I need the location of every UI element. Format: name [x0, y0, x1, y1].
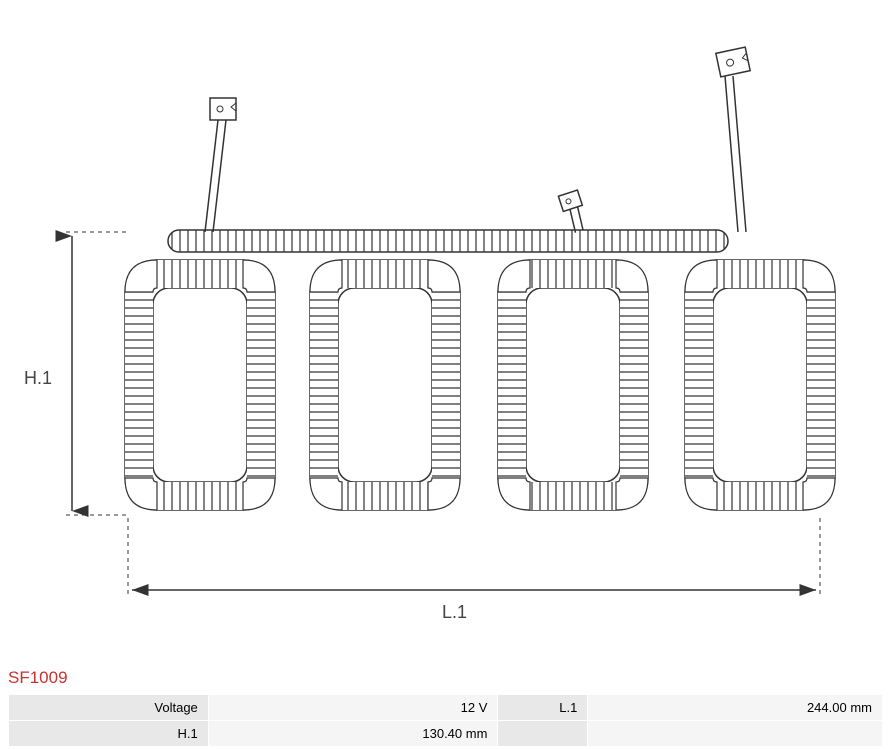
spec-label [498, 721, 588, 747]
coil-1 [125, 260, 275, 510]
coil-2 [310, 260, 460, 510]
h1-label: H.1 [24, 368, 52, 388]
spec-value: 12 V [208, 695, 498, 721]
terminal-1 [205, 98, 236, 232]
table-row: H.1 130.40 mm [9, 721, 883, 747]
spec-label: H.1 [9, 721, 209, 747]
spec-label: L.1 [498, 695, 588, 721]
coil-4 [685, 260, 835, 510]
terminal-2 [558, 190, 589, 234]
technical-diagram: H.1 L.1 [0, 0, 889, 660]
spec-value: 244.00 mm [588, 695, 883, 721]
spec-table: Voltage 12 V L.1 244.00 mm H.1 130.40 mm [8, 694, 883, 747]
table-row: Voltage 12 V L.1 244.00 mm [9, 695, 883, 721]
product-code: SF1009 [8, 668, 68, 688]
spec-value [588, 721, 883, 747]
bus-segment [168, 230, 728, 252]
spec-label: Voltage [9, 695, 209, 721]
terminal-3 [716, 47, 750, 232]
spec-value: 130.40 mm [208, 721, 498, 747]
coil-3 [498, 260, 648, 510]
l1-label: L.1 [442, 602, 467, 622]
